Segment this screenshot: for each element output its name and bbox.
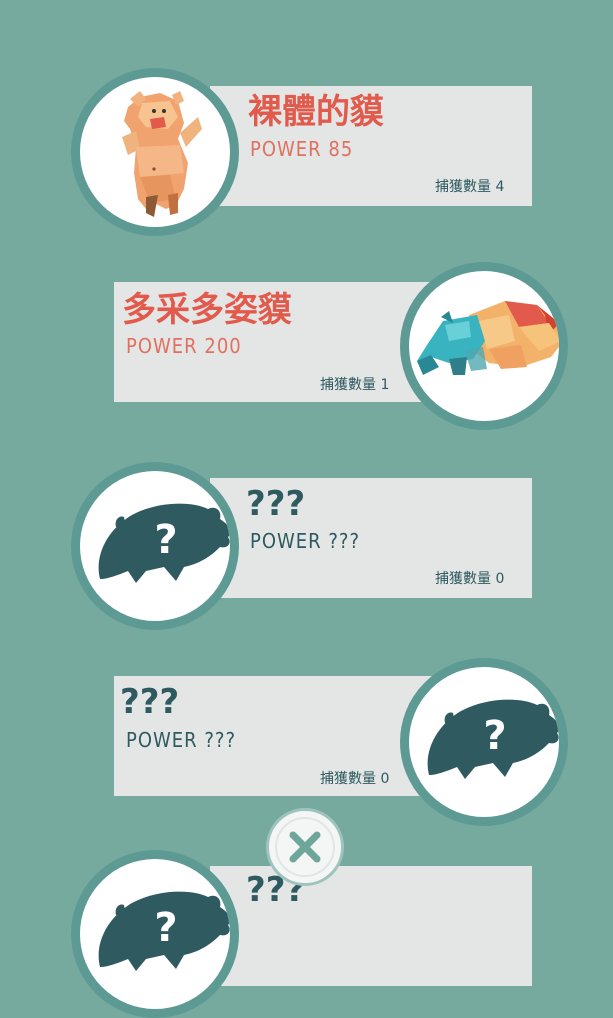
- tapir-card: ??? POWER ??? 捕獲數量 0: [210, 478, 532, 598]
- close-button-ring: [275, 817, 335, 877]
- tapir-portrait: ?: [71, 850, 239, 1018]
- naked-tapir-illustration-icon: [122, 91, 202, 217]
- capture-count: 捕獲數量 0: [320, 771, 390, 787]
- tapir-name: ???: [246, 484, 306, 524]
- tapir-power: POWER 200: [126, 334, 242, 358]
- svg-text:?: ?: [154, 517, 177, 563]
- tapir-name: 裸體的貘: [248, 92, 384, 132]
- unknown-tapir-silhouette-icon: ?: [98, 503, 230, 583]
- tapir-portrait: [400, 262, 568, 430]
- capture-count: 捕獲數量 1: [320, 377, 390, 393]
- close-button[interactable]: [266, 808, 344, 886]
- tapir-card: ??? POWER ??? 捕獲數量 0: [114, 676, 436, 796]
- unknown-tapir-silhouette-icon: ?: [427, 699, 559, 779]
- capture-count: 捕獲數量 0: [435, 571, 505, 587]
- tapir-card: 多采多姿貘 POWER 200 捕獲數量 1: [114, 282, 436, 402]
- tapir-power: POWER ???: [250, 529, 361, 553]
- tapir-card: 裸體的貘 POWER 85 捕獲數量 4: [210, 86, 532, 206]
- colorful-tapir-illustration-icon: [417, 301, 559, 375]
- close-icon: [289, 831, 321, 863]
- tapir-portrait: ?: [71, 462, 239, 630]
- tapir-name: ???: [120, 682, 180, 722]
- svg-text:?: ?: [483, 713, 506, 759]
- tapir-portrait: ?: [400, 658, 568, 826]
- svg-text:?: ?: [154, 905, 177, 951]
- tapir-power: POWER ???: [126, 728, 237, 752]
- tapir-card: ???: [210, 866, 532, 986]
- tapir-portrait: [71, 68, 239, 236]
- tapir-name: 多采多姿貘: [122, 290, 292, 330]
- tapir-power: POWER 85: [250, 137, 354, 161]
- unknown-tapir-silhouette-icon: ?: [98, 891, 230, 971]
- capture-count: 捕獲數量 4: [435, 179, 505, 195]
